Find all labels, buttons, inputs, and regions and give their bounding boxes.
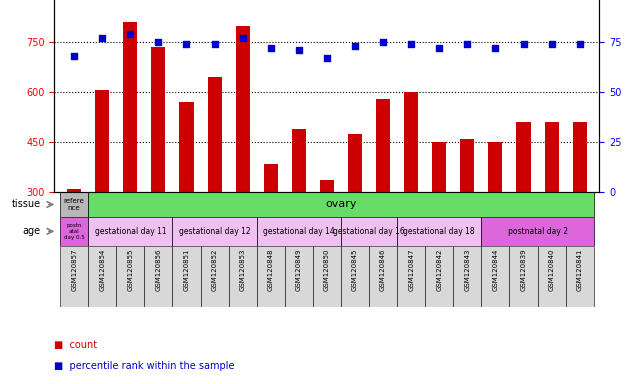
Point <box>519 41 529 47</box>
Bar <box>208 77 222 192</box>
Text: ■  count: ■ count <box>54 339 97 349</box>
Bar <box>517 122 531 192</box>
Bar <box>201 246 229 307</box>
Text: ■  percentile rank within the sample: ■ percentile rank within the sample <box>54 361 235 371</box>
Bar <box>432 142 446 192</box>
Text: GSM120849: GSM120849 <box>296 249 302 291</box>
Bar <box>60 192 88 217</box>
Bar <box>123 22 137 192</box>
Bar <box>572 122 587 192</box>
Point <box>378 39 388 45</box>
Text: GSM120843: GSM120843 <box>464 249 470 291</box>
Text: postnatal day 2: postnatal day 2 <box>508 227 567 236</box>
Bar <box>229 246 256 307</box>
Text: postn
atal
day 0.5: postn atal day 0.5 <box>63 223 85 240</box>
Text: ovary: ovary <box>325 199 356 210</box>
Bar <box>179 102 194 192</box>
Bar <box>285 246 313 307</box>
Bar <box>263 164 278 192</box>
Point <box>153 39 163 45</box>
Text: gestational day 18: gestational day 18 <box>403 227 475 236</box>
Text: GSM120846: GSM120846 <box>380 249 386 291</box>
Text: gestational day 16: gestational day 16 <box>333 227 405 236</box>
Bar <box>376 99 390 192</box>
Text: GSM120847: GSM120847 <box>408 249 414 291</box>
Bar <box>404 92 418 192</box>
Bar <box>256 217 341 246</box>
Bar <box>313 246 341 307</box>
Bar <box>88 246 116 307</box>
Text: gestational day 11: gestational day 11 <box>94 227 166 236</box>
Bar <box>60 217 88 246</box>
Text: GSM120839: GSM120839 <box>520 249 526 291</box>
Text: GSM120853: GSM120853 <box>240 249 246 291</box>
Bar <box>96 91 109 192</box>
Point <box>210 41 220 47</box>
Text: GSM120848: GSM120848 <box>268 249 274 291</box>
Bar <box>460 139 474 192</box>
Bar <box>151 47 165 192</box>
Bar <box>348 134 362 192</box>
Text: GSM120857: GSM120857 <box>71 249 77 291</box>
Bar <box>453 246 481 307</box>
Text: tissue: tissue <box>12 199 40 210</box>
Bar <box>481 217 594 246</box>
Bar <box>320 180 334 192</box>
Text: GSM120852: GSM120852 <box>212 249 217 291</box>
Bar <box>488 142 503 192</box>
Point <box>265 45 276 51</box>
Point <box>97 35 107 41</box>
Text: refere
nce: refere nce <box>63 198 85 211</box>
Bar <box>67 189 81 192</box>
Point <box>490 45 501 51</box>
Text: GSM120844: GSM120844 <box>492 249 499 291</box>
Text: GSM120841: GSM120841 <box>577 249 583 291</box>
Point <box>181 41 192 47</box>
Text: age: age <box>22 226 40 237</box>
Text: GSM120854: GSM120854 <box>99 249 105 291</box>
Point <box>574 41 585 47</box>
Bar <box>341 217 397 246</box>
Bar <box>88 217 172 246</box>
Text: GSM120840: GSM120840 <box>549 249 554 291</box>
Bar <box>256 246 285 307</box>
Text: GSM120845: GSM120845 <box>352 249 358 291</box>
Text: GSM120851: GSM120851 <box>183 249 190 291</box>
Bar <box>144 246 172 307</box>
Text: gestational day 12: gestational day 12 <box>179 227 251 236</box>
Point <box>125 31 135 37</box>
Bar <box>341 246 369 307</box>
Bar <box>545 122 558 192</box>
Bar <box>292 129 306 192</box>
Point <box>294 47 304 53</box>
Text: GSM120855: GSM120855 <box>128 249 133 291</box>
Bar <box>172 246 201 307</box>
Point <box>69 53 79 59</box>
Text: gestational day 14: gestational day 14 <box>263 227 335 236</box>
Bar <box>510 246 538 307</box>
Bar <box>481 246 510 307</box>
Point <box>406 41 416 47</box>
Text: GSM120856: GSM120856 <box>155 249 162 291</box>
Point <box>322 55 332 61</box>
Bar <box>369 246 397 307</box>
Bar <box>397 217 481 246</box>
Bar <box>236 26 250 192</box>
Bar <box>397 246 425 307</box>
Bar <box>172 217 256 246</box>
Bar <box>116 246 144 307</box>
Bar <box>60 246 88 307</box>
Point <box>434 45 444 51</box>
Point <box>547 41 557 47</box>
Point <box>238 35 248 41</box>
Point <box>462 41 472 47</box>
Bar <box>538 246 565 307</box>
Bar <box>565 246 594 307</box>
Text: GSM120850: GSM120850 <box>324 249 330 291</box>
Bar <box>425 246 453 307</box>
Text: GSM120842: GSM120842 <box>437 249 442 291</box>
Point <box>350 43 360 49</box>
